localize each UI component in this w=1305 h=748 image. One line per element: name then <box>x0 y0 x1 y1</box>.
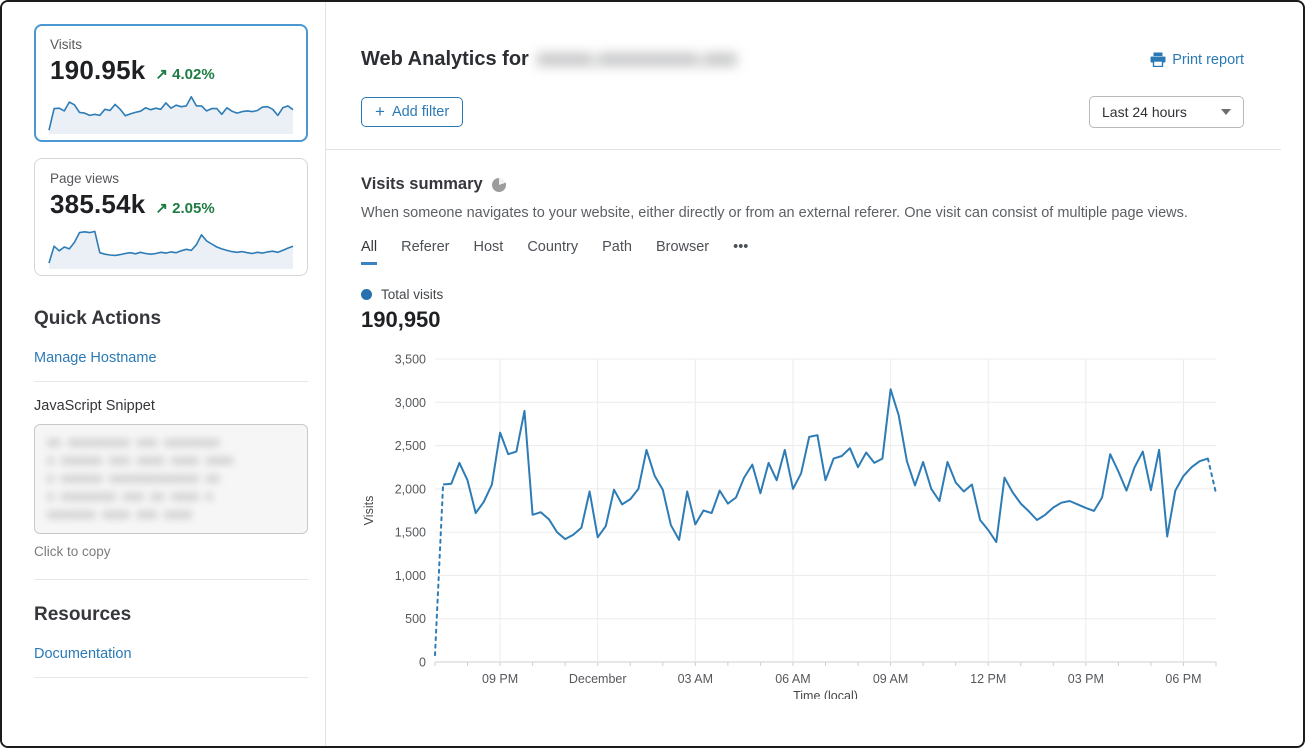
visits-line-chart[interactable]: 0 500 1,000 1,500 2,000 2,500 3,000 3,500 09 PM D… <box>361 347 1223 703</box>
svg-text:Visits: Visits <box>362 496 376 526</box>
svg-text:0: 0 <box>419 656 426 670</box>
tab-all[interactable]: All <box>361 239 378 265</box>
snippet-redacted-line: x xxxxxx xxxxxxxxxxxxx xx <box>47 473 220 486</box>
pageviews-sparkline <box>48 230 294 269</box>
pageviews-card-label: Page views <box>50 171 120 186</box>
tab-country[interactable]: Country <box>527 239 579 255</box>
site-domain-redacted: xxxxx.xxxxxxxxx.xxx <box>536 48 738 70</box>
visits-summary-description: When someone navigates to your website, … <box>361 205 1188 221</box>
print-report-link[interactable]: Print report <box>1150 52 1244 68</box>
sidebar: Visits 190.95k ↗ 4.02% Page views 385.54… <box>2 2 324 746</box>
total-visits-value: 190,950 <box>361 307 441 332</box>
pie-chart-icon[interactable] <box>491 177 506 192</box>
tab-host[interactable]: Host <box>473 239 504 255</box>
visits-summary-heading: Visits summary <box>361 175 483 193</box>
summary-tabs: All Referer Host Country Path Browser ••• <box>361 239 1244 265</box>
svg-text:1,500: 1,500 <box>395 526 426 540</box>
svg-text:09 AM: 09 AM <box>873 672 908 686</box>
tab-browser[interactable]: Browser <box>655 239 710 255</box>
svg-text:2,500: 2,500 <box>395 439 426 453</box>
legend-dot-icon <box>361 289 372 300</box>
svg-text:03 PM: 03 PM <box>1068 672 1104 686</box>
svg-text:2,000: 2,000 <box>395 482 426 496</box>
trend-up-icon: ↗ <box>155 66 168 83</box>
svg-text:06 AM: 06 AM <box>775 672 810 686</box>
divider <box>326 149 1281 150</box>
caret-down-icon <box>1221 109 1231 115</box>
resources-heading: Resources <box>34 604 132 625</box>
svg-text:December: December <box>569 672 627 686</box>
divider <box>34 381 308 382</box>
svg-text:12 PM: 12 PM <box>970 672 1006 686</box>
divider <box>34 677 308 678</box>
visits-card-label: Visits <box>50 37 83 52</box>
snippet-redacted-line: xxxxxxx xxxx xxx xxxx <box>47 509 192 522</box>
svg-text:500: 500 <box>405 612 426 626</box>
svg-text:1,000: 1,000 <box>395 569 426 583</box>
js-snippet-label: JavaScript Snippet <box>34 398 155 414</box>
plus-icon: + <box>375 102 385 121</box>
pageviews-card-value: 385.54k <box>50 189 146 219</box>
documentation-link[interactable]: Documentation <box>34 646 132 662</box>
legend-label: Total visits <box>381 287 444 302</box>
tab-path[interactable]: Path <box>602 239 632 255</box>
quick-actions-heading: Quick Actions <box>34 308 162 329</box>
visits-card-delta: ↗ 4.02% <box>155 66 215 83</box>
manage-hostname-link[interactable]: Manage Hostname <box>34 350 157 366</box>
page-title: Web Analytics for xxxxx.xxxxxxxxx.xxx <box>361 48 738 70</box>
visits-card-value: 190.95k <box>50 55 146 85</box>
snippet-redacted-line: x xxxxxxxx xxx xx xxxx x <box>47 491 213 504</box>
pageviews-card-delta: ↗ 2.05% <box>155 200 215 217</box>
visits-metric-card[interactable]: Visits 190.95k ↗ 4.02% <box>34 24 308 142</box>
svg-text:03 AM: 03 AM <box>678 672 713 686</box>
printer-icon <box>1150 52 1166 67</box>
svg-text:3,500: 3,500 <box>395 353 426 367</box>
click-to-copy-hint: Click to copy <box>34 544 111 559</box>
svg-text:09 PM: 09 PM <box>482 672 518 686</box>
trend-up-icon: ↗ <box>155 200 168 217</box>
snippet-redacted-line: xx xxxxxxxxx xxx xxxxxxxx <box>47 437 220 450</box>
snippet-redacted-line: x xxxxxx xxx xxxx xxxx xxxx <box>47 455 234 468</box>
tab-more[interactable]: ••• <box>733 239 749 255</box>
main-panel: Web Analytics for xxxxx.xxxxxxxxx.xxx Pr… <box>325 2 1303 746</box>
pageviews-metric-card[interactable]: Page views 385.54k ↗ 2.05% <box>34 158 308 276</box>
svg-text:3,000: 3,000 <box>395 396 426 410</box>
tab-referer[interactable]: Referer <box>401 239 450 255</box>
divider <box>34 579 308 580</box>
visits-sparkline <box>48 96 294 134</box>
js-snippet-box[interactable]: xx xxxxxxxxx xxx xxxxxxxx x xxxxxx xxx xx… <box>34 424 308 534</box>
svg-text:06 PM: 06 PM <box>1165 672 1201 686</box>
chart-legend: Total visits <box>361 287 1244 302</box>
add-filter-button[interactable]: + Add filter <box>361 97 464 127</box>
time-range-select[interactable]: Last 24 hours <box>1089 96 1244 128</box>
svg-text:Time (local): Time (local) <box>793 689 858 699</box>
